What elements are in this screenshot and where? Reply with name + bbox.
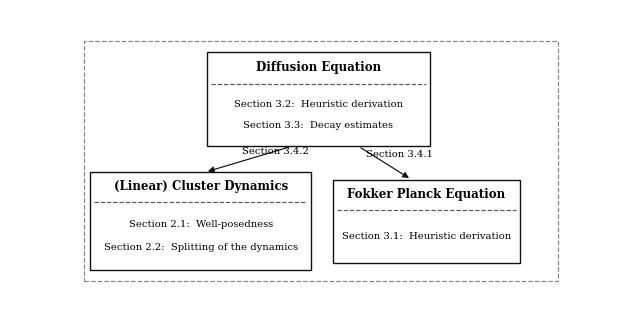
Bar (333, 180, 520, 263)
Text: (Linear) Cluster Dynamics: (Linear) Cluster Dynamics (114, 180, 288, 193)
Text: Section 3.1:  Heuristic derivation: Section 3.1: Heuristic derivation (342, 232, 511, 241)
Text: Fokker Planck Equation: Fokker Planck Equation (347, 188, 505, 201)
Bar (207, 52, 430, 146)
Text: Section 2.1:  Well-posedness: Section 2.1: Well-posedness (128, 220, 273, 229)
Text: Section 2.2:  Splitting of the dynamics: Section 2.2: Splitting of the dynamics (104, 243, 298, 252)
Bar (90, 172, 311, 271)
Text: Section 3.3:  Decay estimates: Section 3.3: Decay estimates (244, 121, 393, 130)
Text: Section 3.4.1: Section 3.4.1 (366, 150, 433, 159)
Text: Section 3.2:  Heuristic derivation: Section 3.2: Heuristic derivation (234, 100, 403, 109)
Text: Diffusion Equation: Diffusion Equation (256, 61, 381, 74)
Text: Section 3.4.2: Section 3.4.2 (242, 146, 309, 156)
